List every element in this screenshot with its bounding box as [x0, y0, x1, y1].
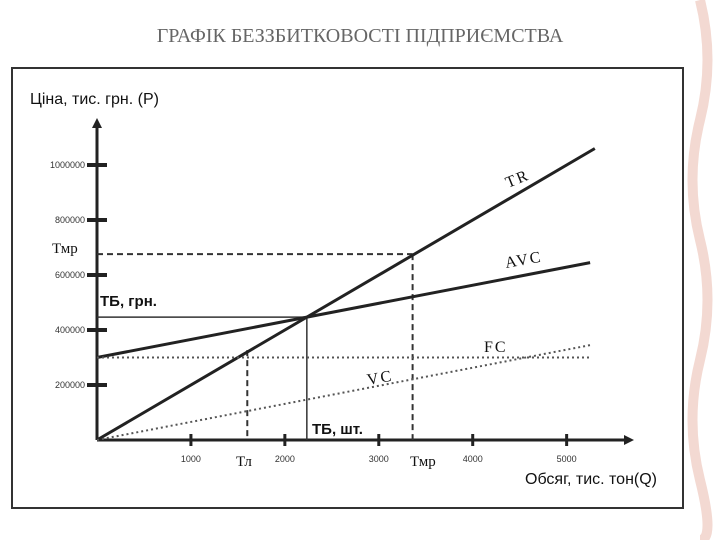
guide-label: Тмр: [52, 241, 78, 257]
y-tick-label: 1000000: [50, 160, 85, 170]
x-axis-label: Обсяг, тис. тон(Q): [525, 471, 657, 488]
y-tick-label: 200000: [55, 380, 85, 390]
series-line: [96, 261, 591, 359]
x-tick-label: 3000: [369, 454, 389, 464]
series-line: [96, 344, 591, 441]
series-label: FC: [484, 339, 508, 356]
guide-label: Тмр: [410, 454, 436, 470]
x-tick-label: 5000: [557, 454, 577, 464]
slide-title: ГРАФІК БЕЗЗБИТКОВОСТІ ПІДПРИЄМСТВА: [157, 25, 564, 47]
y-tick-label: 400000: [55, 325, 85, 335]
y-tick-label: 600000: [55, 270, 85, 280]
series-label: AVC: [504, 249, 544, 272]
guide-label: ТБ, грн.: [100, 293, 157, 310]
y-arrow: [92, 118, 102, 128]
guide-label: ТБ, шт.: [312, 421, 363, 438]
series-label: VC: [366, 368, 395, 389]
x-tick-label: 4000: [463, 454, 483, 464]
chart-frame: [11, 67, 684, 509]
y-axis-label: Ціна, тис. грн. (Р): [30, 91, 159, 108]
x-tick-label: 2000: [275, 454, 295, 464]
guide-label: Тл: [236, 454, 252, 470]
x-arrow: [624, 435, 634, 445]
x-tick-label: 1000: [181, 454, 201, 464]
y-tick-label: 800000: [55, 215, 85, 225]
decor: [687, 0, 713, 540]
series-line: [96, 147, 596, 442]
